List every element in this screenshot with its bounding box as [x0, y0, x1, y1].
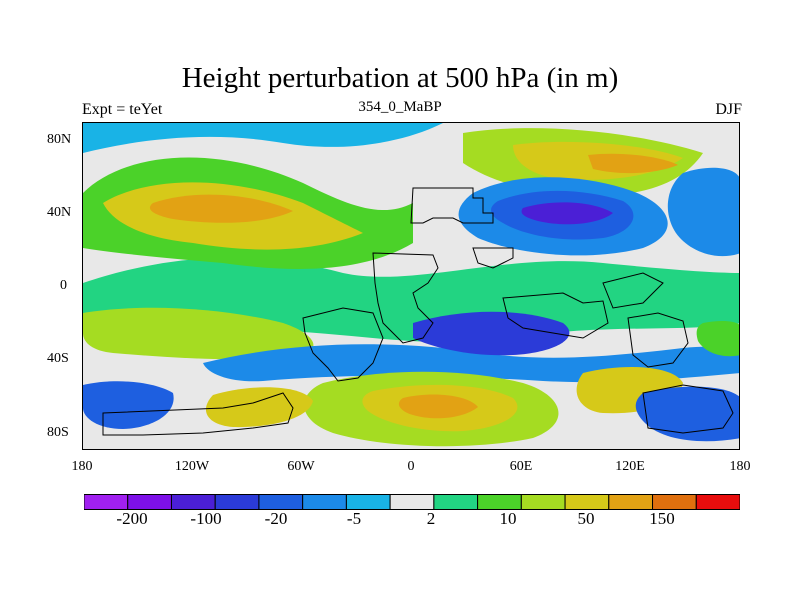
south-ridge-center-max — [398, 394, 478, 419]
contour-map — [83, 123, 739, 449]
plot-title: Height perturbation at 500 hPa (in m) — [181, 62, 619, 94]
colorbar-box — [302, 494, 347, 510]
coastline-australia-block — [627, 312, 689, 368]
x-tick-label: 120E — [615, 459, 645, 474]
colorbar-box — [564, 494, 610, 510]
colorbar-box — [433, 494, 479, 510]
colorbar-box — [389, 494, 435, 510]
y-tick-label: 80N — [47, 132, 72, 147]
colorbar-label: -20 — [264, 509, 288, 528]
colorbar-box — [345, 494, 391, 510]
season-label: DJF — [715, 101, 742, 118]
colorbar-box — [84, 494, 129, 510]
coastline-southeast — [602, 272, 664, 309]
period-label: 354_0_MaBP — [358, 99, 442, 115]
north-ridge-west-max — [149, 194, 293, 223]
coastline-europe-asia — [410, 187, 494, 224]
south-trough-east — [635, 386, 739, 442]
southeast-band — [696, 320, 739, 357]
experiment-label: Expt = teYet — [82, 101, 163, 118]
x-tick-label: 180 — [729, 459, 751, 474]
y-tick-label: 40N — [47, 205, 72, 220]
north-ridge-east-max — [588, 153, 678, 174]
south-trough-west — [83, 381, 174, 429]
colorbar — [84, 494, 740, 510]
asia-trough-min — [521, 202, 613, 225]
pacific-trough — [83, 123, 443, 153]
south-yellow-band-west — [83, 307, 314, 360]
coastline-antarctic-east — [642, 384, 734, 434]
colorbar-box — [695, 494, 740, 510]
colorbar-label: 50 — [577, 509, 595, 528]
colorbar-label: -5 — [346, 509, 362, 528]
colorbar-box — [652, 494, 697, 510]
coastline-africa — [372, 252, 439, 344]
colorbar-box — [127, 494, 172, 510]
colorbar-box — [608, 494, 654, 510]
x-tick-label: 0 — [407, 459, 415, 474]
y-tick-label: 80S — [47, 425, 69, 440]
x-tick-label: 60E — [509, 459, 533, 474]
x-tick-label: 180 — [71, 459, 93, 474]
colorbar-box — [520, 494, 566, 510]
x-tick-label: 60W — [287, 459, 315, 474]
colorbar-label: 10 — [499, 509, 517, 528]
y-tick-label: 40S — [47, 351, 69, 366]
coastline-indian-block — [502, 292, 609, 339]
colorbar-label: 150 — [649, 509, 675, 528]
colorbar-box — [477, 494, 522, 510]
colorbar-box — [258, 494, 304, 510]
y-tick-label: 0 — [60, 278, 67, 293]
colorbar-label: 2 — [426, 509, 436, 528]
coastline-south-america — [302, 307, 384, 382]
pacific-trough-east — [667, 167, 739, 257]
coastline-antarctic-west — [102, 392, 294, 436]
south-blue-band-core — [413, 311, 570, 356]
colorbar-label: -200 — [116, 509, 148, 528]
coastline-arabia — [472, 247, 514, 269]
colorbar-box — [214, 494, 260, 510]
map-panel — [82, 122, 740, 450]
colorbar-box — [170, 494, 216, 510]
colorbar-label: -100 — [190, 509, 222, 528]
x-tick-label: 120W — [174, 459, 210, 474]
